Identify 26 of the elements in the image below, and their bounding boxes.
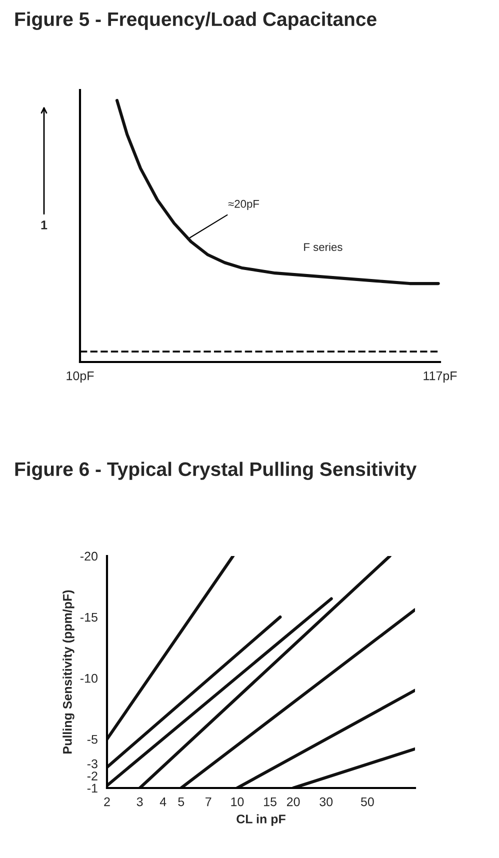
x-tick-label: 7 [206, 797, 212, 806]
x-tick-label: 117pF [424, 371, 457, 383]
x-tick-label: 15 [264, 797, 276, 806]
x-tick-label: 10 [231, 797, 244, 806]
annotation: ≈20pF [228, 200, 260, 210]
x-tick-label: 3 [136, 797, 143, 806]
chart-title: Figure 6 - Typical Crystal Pulling Sensitivity [15, 462, 417, 480]
y-tick-label: -1 [87, 784, 98, 793]
y-tick-label: -3 [87, 759, 98, 768]
x-tick-label: 4 [160, 797, 166, 806]
x-tick-label: 20 [286, 797, 300, 806]
x-axis-title: CL in pF [236, 814, 286, 826]
y-tick-label: -10 [80, 674, 98, 683]
x-tick-label: 50 [360, 797, 374, 806]
text: 1 [41, 220, 48, 230]
chart-title: Figure 5 - Frequency/Load Capacitance [15, 12, 376, 30]
y-axis-title: Pulling Sensitivity (ppm/pF) [62, 590, 74, 754]
x-tick-label: 2 [104, 797, 110, 806]
y-tick-label: -5 [87, 735, 98, 744]
annotation: F series [304, 242, 342, 252]
y-tick-label: -2 [87, 772, 98, 780]
x-tick-label: 5 [178, 797, 184, 806]
x-tick-label: 30 [320, 797, 333, 806]
y-tick-label: -20 [80, 552, 98, 561]
y-tick-label: -15 [80, 612, 98, 622]
x-tick-label: 10pF [66, 371, 94, 383]
